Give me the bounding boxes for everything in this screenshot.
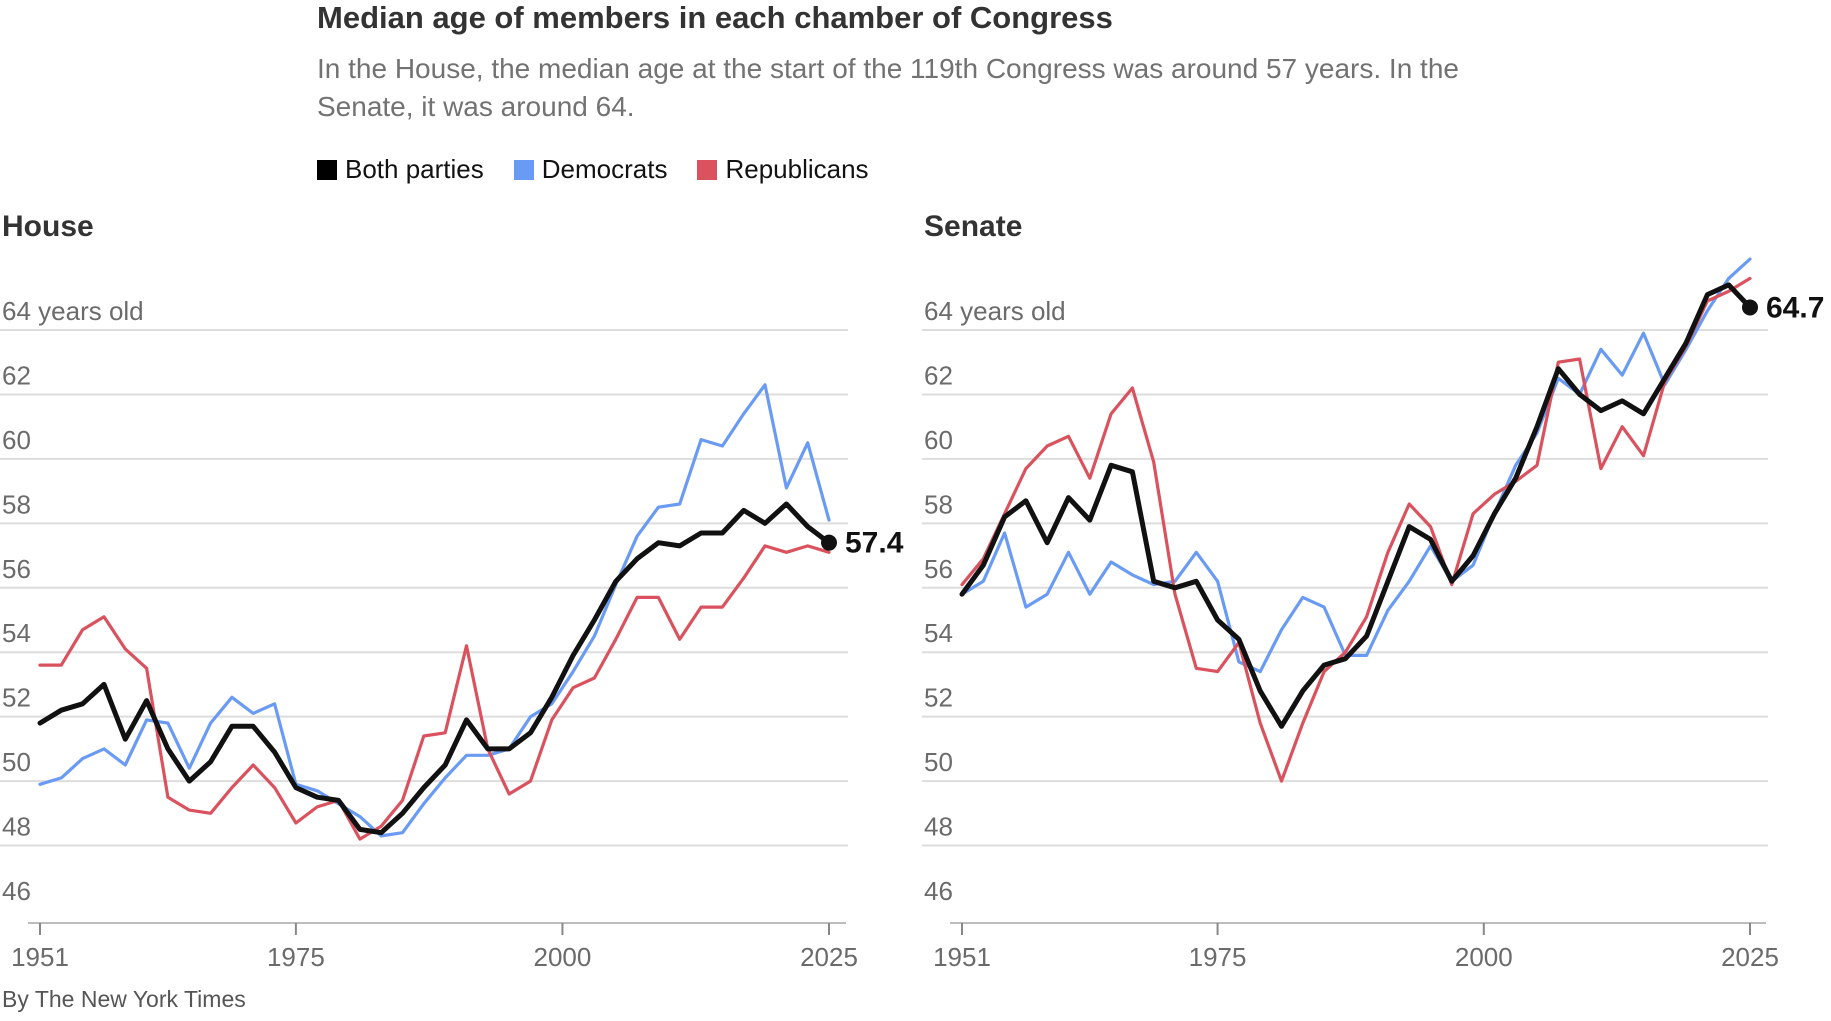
senate-x-tick-label: 1975 bbox=[1189, 942, 1247, 972]
senate-y-tick-label: 56 bbox=[924, 554, 953, 584]
legend-item-republicans: Republicans bbox=[697, 154, 869, 185]
senate-x-tick-label: 2025 bbox=[1721, 942, 1779, 972]
legend-swatch-republicans bbox=[697, 159, 718, 180]
senate-line-both-parties bbox=[959, 282, 1753, 729]
legend-label-both: Both parties bbox=[345, 154, 484, 184]
legend-label-republicans: Republicans bbox=[725, 154, 869, 184]
senate-y-tick-label: 54 bbox=[924, 618, 953, 648]
house-y-tick-label: 52 bbox=[2, 683, 31, 713]
house-y-tick-label: 64 years old bbox=[2, 296, 144, 326]
house-y-tick-label: 54 bbox=[2, 618, 31, 648]
senate-x-tick-label: 2000 bbox=[1455, 942, 1513, 972]
senate-y-tick-label: 46 bbox=[924, 876, 953, 906]
senate-y-tick-label: 62 bbox=[924, 360, 953, 390]
senate-x-tick-label: 1951 bbox=[933, 942, 991, 972]
senate-end-point bbox=[1742, 299, 1758, 316]
house-y-tick-label: 48 bbox=[2, 812, 31, 842]
chart-subtitle: In the House, the median age at the star… bbox=[317, 53, 1459, 122]
chart-title: Median age of members in each chamber of… bbox=[317, 0, 1113, 35]
house-y-tick-label: 46 bbox=[2, 876, 31, 906]
legend-swatch-both bbox=[317, 159, 337, 180]
house-line-democrats bbox=[38, 383, 831, 838]
house-line-both-parties bbox=[37, 501, 832, 836]
house-end-point bbox=[821, 534, 837, 551]
house-x-tick-label: 1951 bbox=[11, 942, 69, 972]
legend-label-democrats: Democrats bbox=[541, 154, 668, 184]
house-x-tick-label: 2000 bbox=[534, 942, 592, 972]
legend-item-both: Both parties bbox=[317, 154, 484, 185]
house-y-tick-label: 60 bbox=[2, 425, 31, 455]
house-x-tick-label: 1975 bbox=[267, 942, 325, 972]
senate-end-label: 64.7 bbox=[1766, 291, 1824, 324]
senate-y-tick-label: 50 bbox=[924, 747, 953, 777]
house-y-tick-label: 62 bbox=[2, 360, 31, 390]
legend-item-democrats: Democrats bbox=[513, 154, 668, 185]
senate-y-tick-label: 58 bbox=[924, 489, 953, 519]
senate-panel-title: Senate bbox=[924, 210, 1023, 243]
house-line-republicans bbox=[38, 544, 831, 841]
house-y-tick-label: 58 bbox=[2, 489, 31, 519]
house-x-tick-label: 2025 bbox=[800, 942, 858, 972]
house-y-tick-label: 50 bbox=[2, 747, 31, 777]
senate-y-tick-label: 60 bbox=[924, 425, 953, 455]
senate-line-republicans bbox=[960, 276, 1752, 783]
house-end-label: 57.4 bbox=[845, 527, 904, 560]
house-y-tick-label: 56 bbox=[2, 554, 31, 584]
senate-y-tick-label: 48 bbox=[924, 812, 953, 842]
legend: Both parties Democrats Republicans bbox=[317, 154, 899, 185]
legend-swatch-democrats bbox=[513, 159, 534, 180]
house-panel-title: House bbox=[2, 210, 94, 243]
senate-line-democrats bbox=[960, 257, 1752, 674]
credit: By The New York Times bbox=[2, 986, 246, 1012]
senate-y-tick-label: 64 years old bbox=[924, 296, 1066, 326]
senate-y-tick-label: 52 bbox=[924, 683, 953, 713]
